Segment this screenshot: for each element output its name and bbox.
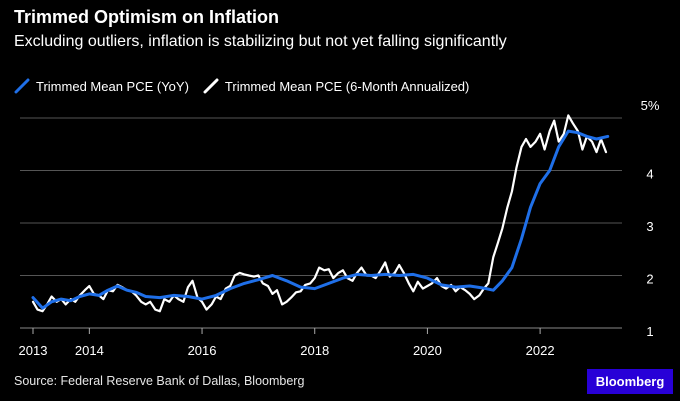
series-line-six-month bbox=[31, 114, 608, 313]
x-tick-label-2018: 2018 bbox=[300, 343, 329, 358]
x-tick-label-2020: 2020 bbox=[413, 343, 442, 358]
y-tick-label-3: 3 bbox=[646, 219, 653, 234]
x-tick-label-2022: 2022 bbox=[526, 343, 555, 358]
legend-item-yoy: Trimmed Mean PCE (YoY) bbox=[14, 78, 189, 94]
chart-subtitle: Excluding outliers, inflation is stabili… bbox=[14, 33, 507, 50]
legend: Trimmed Mean PCE (YoY) Trimmed Mean PCE … bbox=[14, 78, 483, 94]
series-line-yoy bbox=[31, 129, 610, 310]
x-tick-label-2013: 2013 bbox=[19, 343, 48, 358]
source-note: Source: Federal Reserve Bank of Dallas, … bbox=[14, 374, 305, 388]
legend-swatch-six-month bbox=[203, 78, 219, 94]
y-tick-label-5: 5% bbox=[641, 98, 660, 113]
y-tick-label-1: 1 bbox=[646, 324, 653, 339]
legend-label-six-month: Trimmed Mean PCE (6-Month Annualized) bbox=[224, 78, 470, 94]
chart-title: Trimmed Optimism on Inflation bbox=[14, 7, 280, 27]
bloomberg-logo: Bloomberg bbox=[587, 369, 673, 394]
y-tick-label-2: 2 bbox=[646, 272, 653, 287]
legend-label-yoy: Trimmed Mean PCE (YoY) bbox=[36, 78, 189, 94]
legend-item-six-month: Trimmed Mean PCE (6-Month Annualized) bbox=[203, 78, 469, 94]
x-tick-label-2016: 2016 bbox=[188, 343, 217, 358]
x-tick-label-2014: 2014 bbox=[75, 343, 104, 358]
legend-swatch-yoy bbox=[14, 78, 30, 94]
y-tick-label-4: 4 bbox=[646, 167, 653, 182]
